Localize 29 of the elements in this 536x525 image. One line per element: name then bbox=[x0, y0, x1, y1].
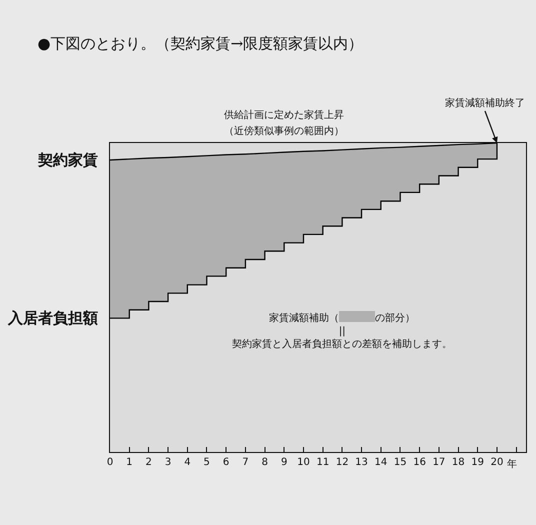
x-tick-label: 6 bbox=[222, 457, 230, 468]
x-axis-title: 年 bbox=[507, 458, 517, 470]
x-tick-label: 9 bbox=[280, 457, 288, 468]
x-tick-label: 14 bbox=[374, 457, 388, 468]
text: 家賃減額補助（ の部分） || 契約家賃と入居者負担額との差額を補助します。 bbox=[232, 313, 452, 350]
annotation: （近傍類似事例の範囲内） bbox=[224, 125, 344, 137]
x-tick-label: 8 bbox=[262, 457, 268, 468]
annotation: 契約家賃 bbox=[37, 151, 98, 169]
x-tick-label: 3 bbox=[164, 457, 172, 468]
x-tick-label: 12 bbox=[336, 457, 349, 468]
x-tick-label: 1 bbox=[126, 457, 133, 468]
annotation: 入居者負担額 bbox=[7, 309, 98, 327]
x-tick-label: 19 bbox=[471, 457, 484, 468]
x-tick-label: 20 bbox=[490, 457, 504, 468]
text: 供給計画に定めた家賃上昇 bbox=[224, 109, 344, 121]
x-tick-label: 11 bbox=[316, 457, 330, 468]
x-tick-label: 5 bbox=[204, 457, 210, 468]
x-tick-label: 13 bbox=[355, 457, 368, 468]
x-tick-label: 10 bbox=[297, 457, 310, 468]
annotation: 家賃減額補助終了 bbox=[445, 97, 525, 109]
x-tick-label: 15 bbox=[394, 457, 407, 468]
x-tick-label: 4 bbox=[184, 457, 191, 468]
chart-title: ●下図のとおり。（契約家賃→限度額家賃以内） bbox=[38, 34, 364, 52]
x-tick-label: 0 bbox=[106, 457, 114, 468]
x-tick-label: 16 bbox=[413, 457, 426, 468]
x-tick-label: 17 bbox=[432, 457, 446, 468]
x-tick-label: 18 bbox=[452, 457, 465, 468]
x-tick-label: 2 bbox=[146, 457, 152, 468]
x-tick-label: 7 bbox=[242, 457, 249, 468]
